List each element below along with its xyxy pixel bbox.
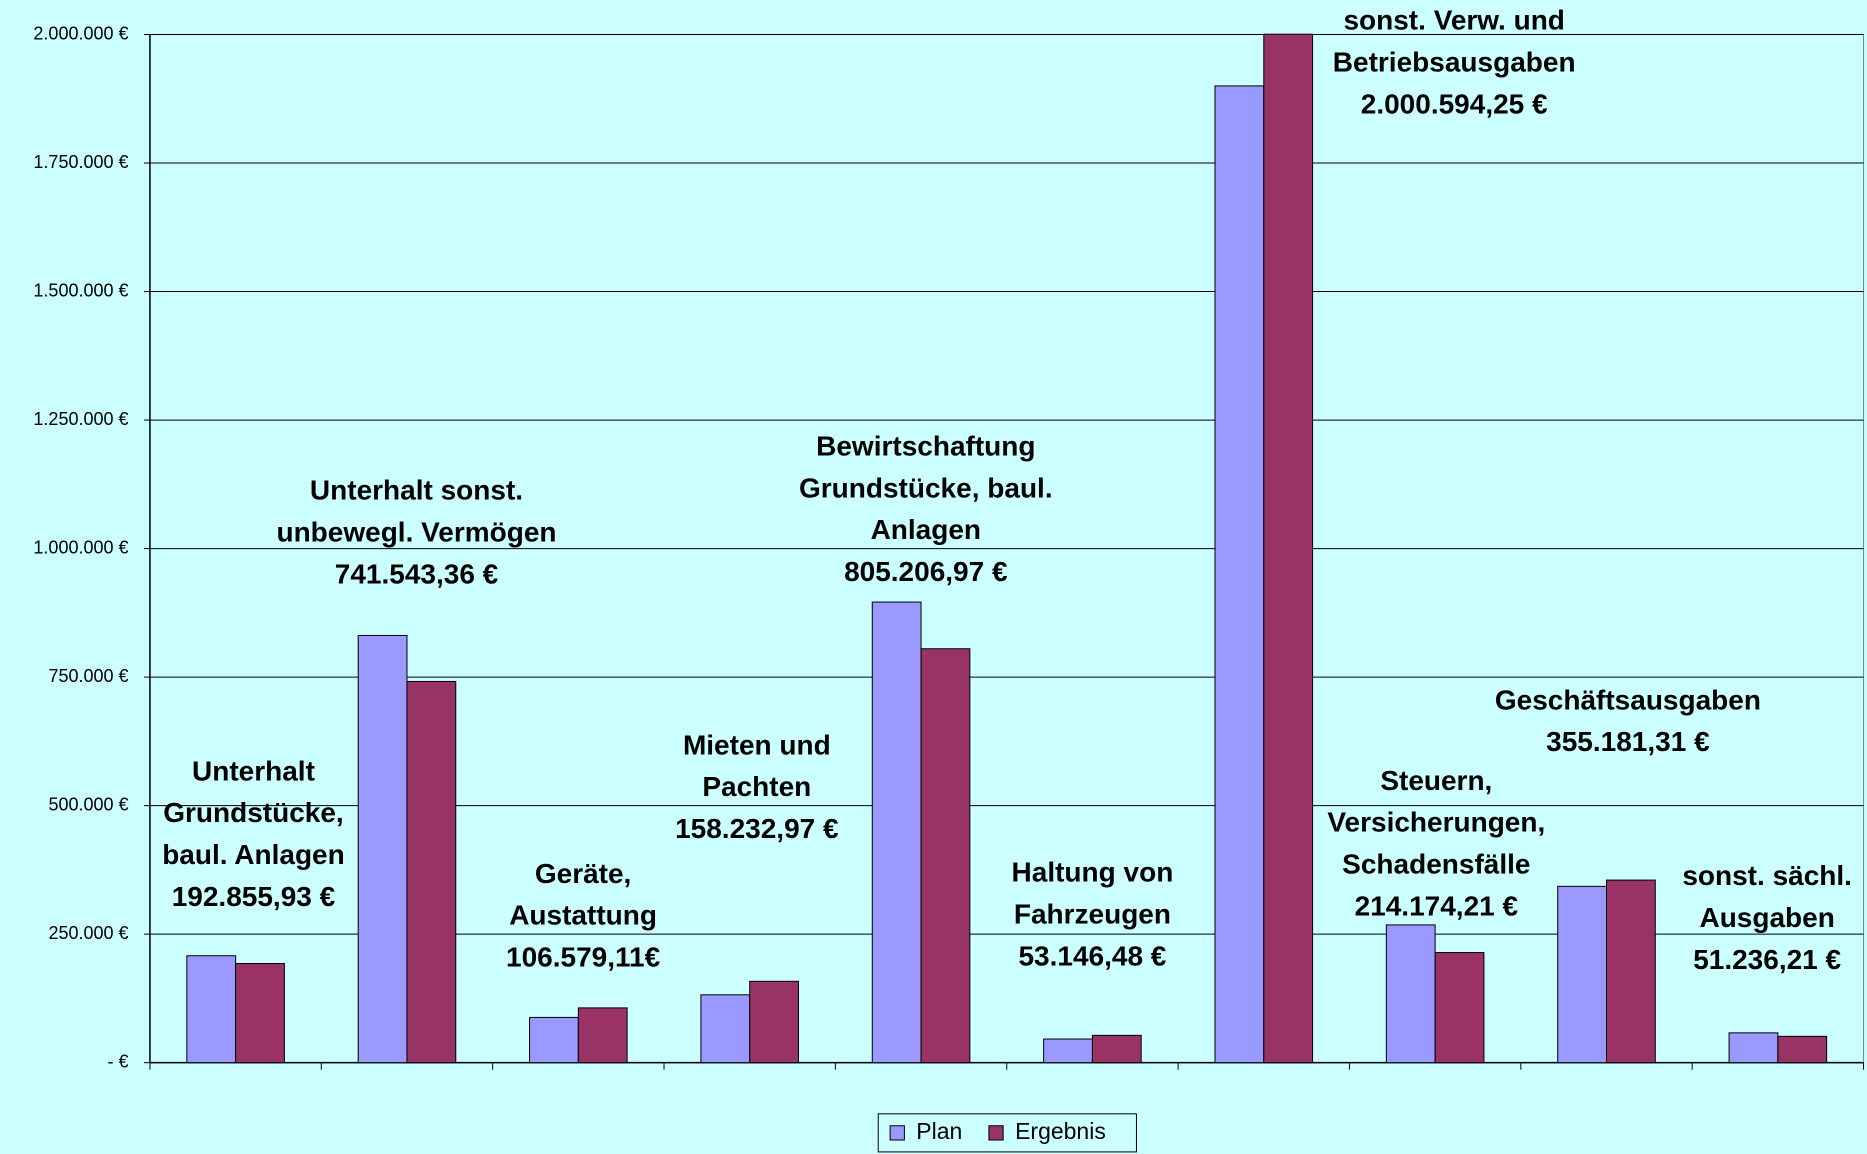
y-tick-label: 500.000 € [48, 794, 128, 814]
legend [877, 1113, 1137, 1153]
value-label: 158.232,97 € [675, 813, 839, 844]
y-tick-label: 250.000 € [48, 923, 128, 943]
value-label: 192.855,93 € [172, 881, 336, 912]
y-tick-label: 2.000.000 € [33, 23, 128, 43]
y-tick-label: 750.000 € [48, 666, 128, 686]
category-label: Unterhalt Grundstücke, baul. Anlagen [162, 756, 345, 870]
value-label: 2.000.594,25 € [1361, 88, 1548, 119]
bar [1043, 1038, 1093, 1064]
legend-label: Plan [916, 1118, 962, 1144]
y-tick-label: 1.750.000 € [33, 152, 128, 172]
bar [357, 634, 408, 1064]
category-label: Bewirtschaftung Grundstücke, baul. Anlagen [799, 431, 1053, 545]
bar [1728, 1032, 1779, 1064]
bar [1091, 1034, 1142, 1064]
bar [920, 648, 971, 1064]
bar [1263, 33, 1314, 1064]
bar [1777, 1035, 1828, 1064]
bar [1385, 924, 1436, 1064]
bar [700, 994, 751, 1064]
category-label: sonst. sächl. Ausgaben [1682, 861, 1852, 934]
y-tick-label: - € [108, 1051, 129, 1071]
y-tick-label: 1.250.000 € [33, 409, 128, 429]
category-label: Unterhalt sonst. unbewegl. Vermögen [276, 475, 556, 548]
value-label: 51.236,21 € [1693, 944, 1841, 975]
bar [186, 955, 237, 1064]
category-label: Steuern, Versicherungen, Schadensfälle [1327, 765, 1545, 879]
legend-swatch [889, 1125, 905, 1141]
bar [1557, 885, 1607, 1064]
bar [406, 680, 457, 1064]
bar [749, 980, 799, 1064]
bar [529, 1016, 579, 1064]
value-label: 741.543,36 € [335, 558, 499, 589]
y-tick-label: 1.000.000 € [33, 537, 128, 557]
value-label: 805.206,97 € [844, 556, 1008, 587]
bar [1606, 879, 1656, 1064]
legend-label: Ergebnis [1015, 1118, 1106, 1144]
value-label: 106.579,11€ [506, 942, 661, 973]
category-label: sonst. Verw. und Betriebsausgaben [1333, 5, 1576, 78]
legend-swatch [988, 1125, 1004, 1141]
category-label: Mieten und Pachten [683, 730, 831, 803]
bar [1434, 952, 1485, 1064]
category-label: Geräte, Austattung [509, 858, 657, 931]
value-label: 355.181,31 € [1546, 726, 1710, 757]
bar [577, 1007, 628, 1064]
y-tick-label: 1.500.000 € [33, 280, 128, 300]
bar [871, 601, 922, 1064]
bar [1214, 85, 1265, 1064]
category-label: Geschäftsausgaben [1495, 684, 1761, 715]
value-label: 214.174,21 € [1355, 890, 1519, 921]
bar [235, 963, 285, 1064]
value-label: 53.146,48 € [1018, 940, 1166, 971]
category-label: Haltung von Fahrzeugen [1012, 857, 1174, 930]
